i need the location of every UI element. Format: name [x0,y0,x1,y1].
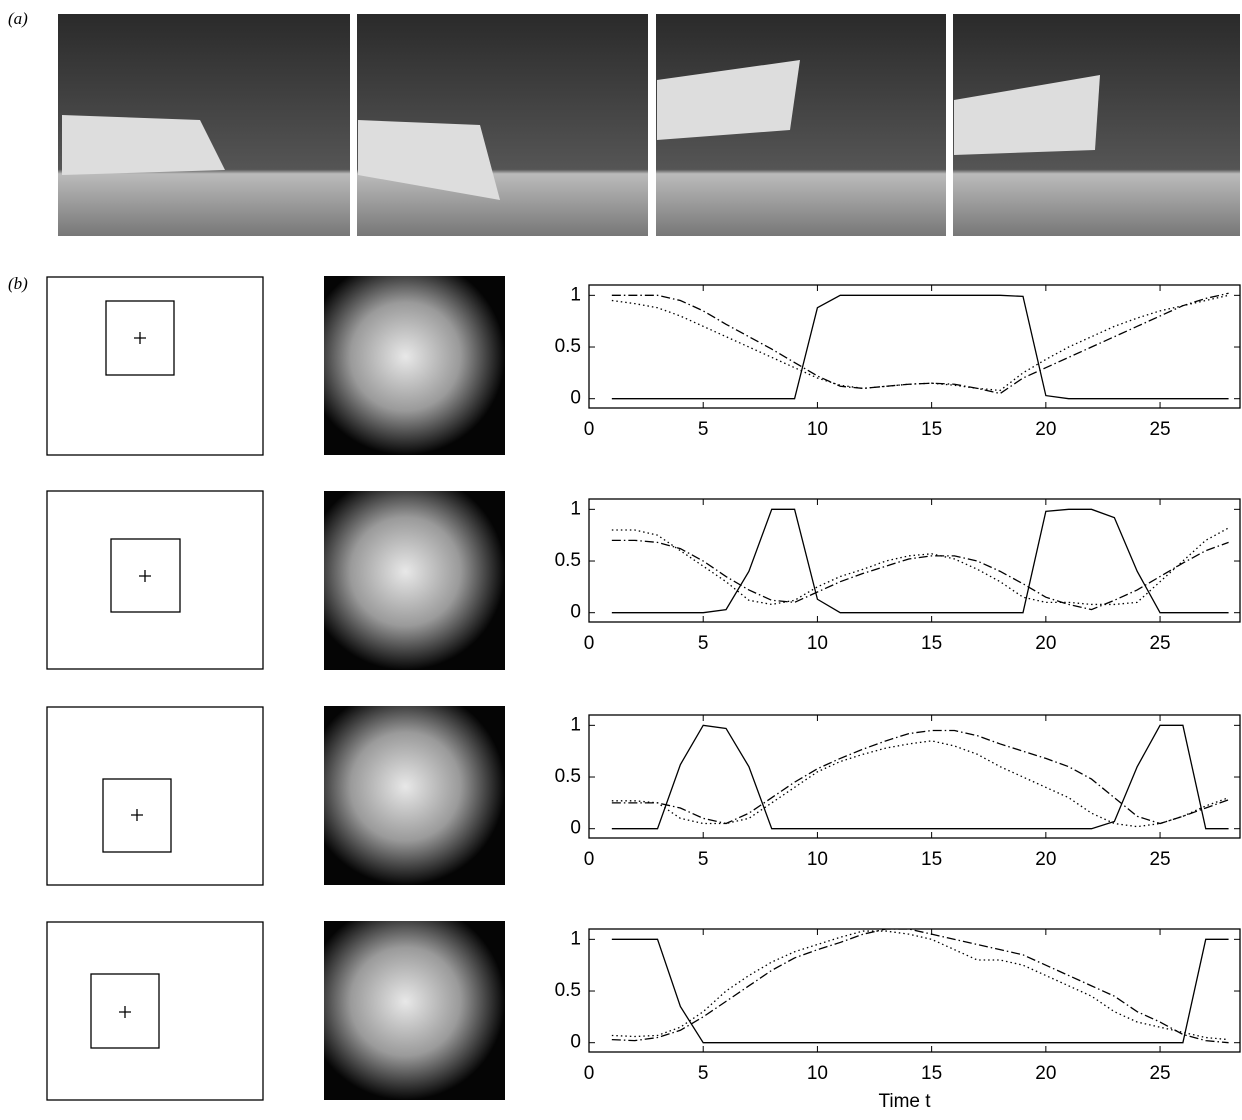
series-line [612,540,1229,609]
y-tick-label: 1 [570,284,581,305]
x-tick-label: 5 [698,633,709,654]
x-tick-label: 10 [807,1063,828,1084]
series-line [612,528,1229,604]
x-tick-label: 20 [1035,849,1056,870]
x-tick-label: 5 [698,849,709,870]
frame-box [47,491,263,669]
y-tick-label: 0.5 [555,550,581,571]
x-tick-label: 20 [1035,419,1056,440]
plot-frame [589,715,1240,838]
x-tick-label: 10 [807,633,828,654]
x-tick-label: 10 [807,419,828,440]
x-tick-label: 0 [584,419,595,440]
series-line [612,295,1229,390]
frame-box [47,922,263,1100]
y-tick-label: 0.5 [555,336,581,357]
frame-box [47,277,263,455]
y-tick-label: 0 [570,602,581,623]
x-tick-label: 0 [584,849,595,870]
center-cross [131,809,143,821]
y-tick-label: 0.5 [555,980,581,1001]
hand-template [324,921,505,1100]
series-line [612,929,1229,1043]
hand-templates [324,276,505,1100]
x-tick-label: 0 [584,1063,595,1084]
video-frames [58,14,1240,236]
x-tick-label: 0 [584,633,595,654]
y-tick-label: 0 [570,1032,581,1053]
series-line [612,293,1229,393]
series-line [612,931,1229,1040]
x-axis-label: Time t [878,1091,931,1112]
x-tick-label: 5 [698,419,709,440]
center-cross [139,570,151,582]
y-tick-label: 1 [570,498,581,519]
x-tick-label: 25 [1149,419,1170,440]
x-tick-label: 20 [1035,1063,1056,1084]
x-tick-label: 25 [1149,633,1170,654]
plot-frame [589,929,1240,1052]
series-line [612,731,1229,824]
panel-label: (a) [8,9,28,28]
y-tick-label: 0.5 [555,766,581,787]
series-line [612,509,1229,612]
x-tick-label: 25 [1149,849,1170,870]
figure: (a) (b) 00.51051015202500.51051015202500… [0,0,1242,1115]
y-tick-label: 0 [570,388,581,409]
x-tick-label: 15 [921,419,942,440]
series-line [612,741,1229,827]
series-line [612,939,1229,1042]
x-tick-label: 10 [807,849,828,870]
hand-shape [62,115,225,175]
y-tick-label: 1 [570,928,581,949]
center-cross [134,332,146,344]
x-tick-label: 5 [698,1063,709,1084]
x-tick-label: 25 [1149,1063,1170,1084]
series-line [612,725,1229,828]
y-tick-label: 1 [570,714,581,735]
frame-box [47,707,263,885]
center-cross [119,1006,131,1018]
x-tick-label: 15 [921,633,942,654]
x-tick-label: 15 [921,849,942,870]
plot-frame [589,499,1240,622]
hand-template [324,276,505,455]
y-tick-label: 0 [570,818,581,839]
location-diagrams [47,277,263,1100]
panel-label: (b) [8,274,28,293]
x-tick-label: 15 [921,1063,942,1084]
plot-frame [589,285,1240,408]
x-tick-label: 20 [1035,633,1056,654]
hand-template [324,491,505,670]
hand-template [324,706,505,885]
